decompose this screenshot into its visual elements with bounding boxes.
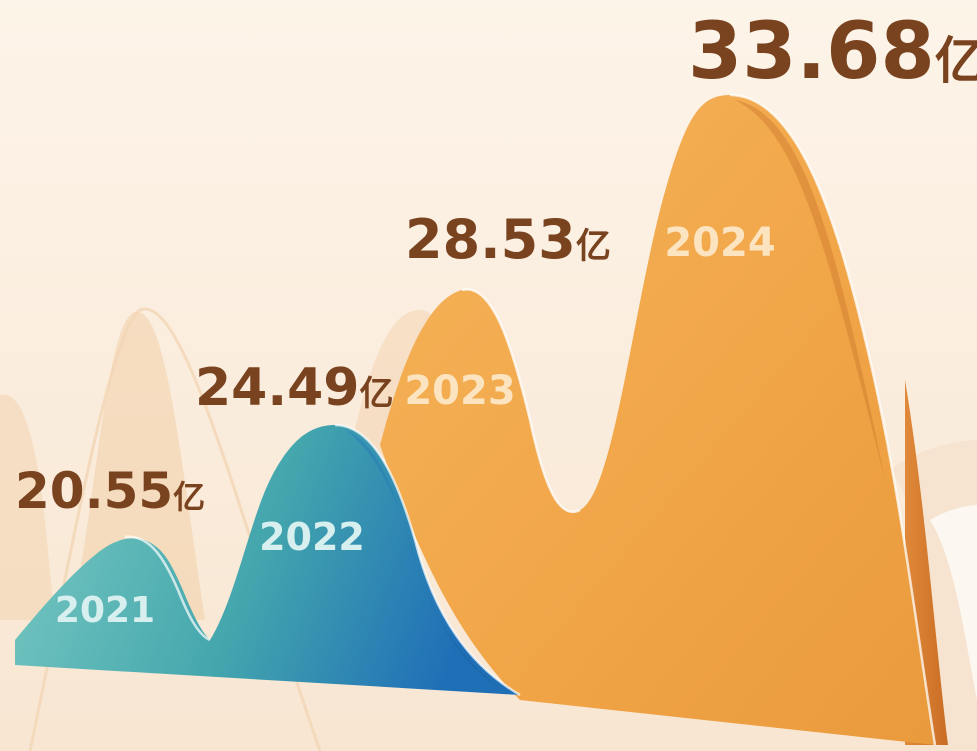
value-number-2021: 20.55 [15,462,173,520]
year-label-2022: 2022 [259,515,365,559]
value-number-2023: 28.53 [405,208,576,271]
value-unit-2021: 亿 [173,478,205,516]
year-label-2024: 2024 [664,220,775,266]
year-label-2023: 2023 [404,368,515,414]
value-unit-2023: 亿 [576,227,611,267]
value-unit-2022: 亿 [359,374,393,414]
value-label-2024: 33.68亿 [688,7,977,97]
value-label-2022: 24.49亿 [195,358,393,418]
value-number-2024: 33.68 [688,7,935,97]
value-label-2023: 28.53亿 [405,208,611,271]
teal-mountain-range [15,423,521,697]
value-unit-2024: 亿 [935,32,977,90]
value-number-2022: 24.49 [195,358,359,418]
orange-mountain-range [380,93,948,746]
year-label-2021: 2021 [55,590,155,631]
value-label-2021: 20.55亿 [15,462,205,520]
